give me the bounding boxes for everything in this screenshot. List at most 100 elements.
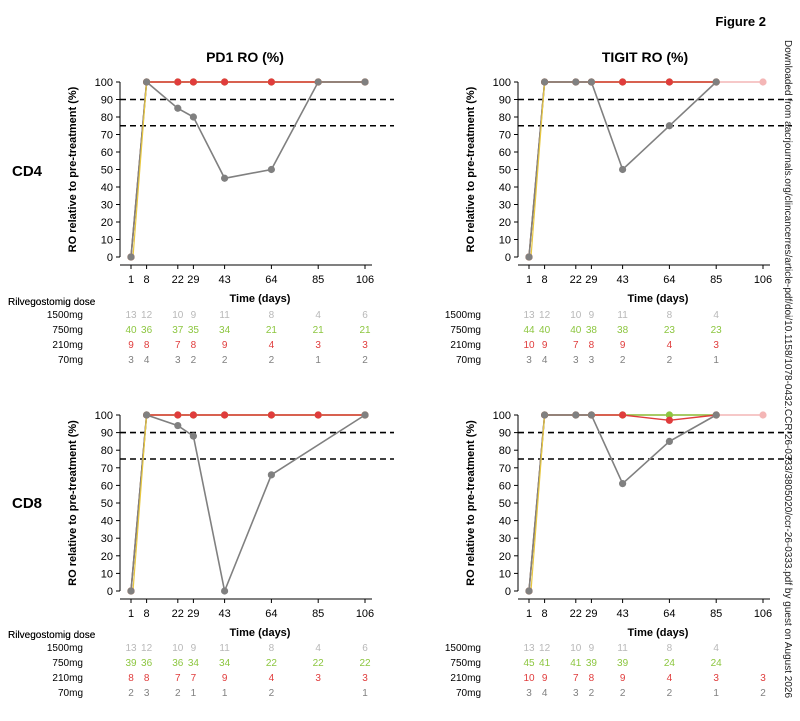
data-point-70mg (572, 78, 580, 86)
y-tick-label: 70 (101, 463, 113, 475)
data-point-210mg (314, 411, 322, 419)
count-750mg: 41 (570, 658, 582, 669)
data-point-70mg (143, 78, 151, 86)
data-point-210mg (619, 411, 627, 419)
data-point-70mg (221, 174, 229, 182)
count-1500mg: 10 (570, 310, 582, 321)
column-title-tigit: TIGIT RO (%) (602, 49, 688, 65)
y-tick-label: 10 (499, 568, 511, 580)
x-tick-label: 64 (265, 608, 277, 620)
data-point-70mg (541, 411, 549, 419)
x-tick-label: 85 (710, 608, 722, 620)
y-tick-label: 20 (499, 217, 511, 229)
data-point-70mg (174, 104, 182, 112)
dose-header: Rilvegostomig dose (8, 630, 96, 641)
count-1500mg: 12 (141, 643, 153, 654)
x-tick-label: 85 (710, 274, 722, 286)
count-750mg: 23 (711, 325, 723, 336)
y-tick-label: 80 (101, 112, 113, 124)
dose-label-1500mg: 1500mg (47, 643, 83, 654)
data-point-70mg (665, 437, 674, 445)
series-line-210mg (130, 81, 365, 258)
dose-label-750mg: 750mg (450, 658, 481, 669)
y-tick-label: 70 (499, 130, 511, 142)
count-750mg: 21 (359, 325, 371, 336)
count-210mg: 9 (222, 340, 228, 351)
series-line-1500mg (528, 414, 763, 592)
dose-label-210mg: 210mg (52, 673, 83, 684)
y-axis-title: RO relative to pre-treatment (%) (465, 86, 477, 252)
count-750mg: 35 (188, 325, 200, 336)
data-point-210mg (619, 78, 627, 86)
y-axis-title: RO relative to pre-treatment (%) (465, 420, 477, 586)
data-point-70mg (665, 122, 674, 130)
count-1500mg: 4 (713, 310, 719, 321)
x-tick-label: 43 (218, 608, 230, 620)
y-tick-label: 80 (499, 112, 511, 124)
y-tick-label: 40 (499, 182, 511, 194)
count-70mg: 1 (191, 688, 197, 699)
x-axis-title: Time (days) (628, 293, 689, 305)
y-tick-label: 90 (101, 428, 113, 440)
data-point-70mg (572, 411, 580, 419)
count-210mg: 9 (542, 673, 548, 684)
y-tick-label: 90 (499, 95, 511, 107)
count-210mg: 3 (713, 340, 719, 351)
count-210mg: 3 (315, 673, 321, 684)
series-line-750mg (528, 414, 717, 592)
x-tick-label: 85 (312, 274, 324, 286)
count-70mg: 4 (144, 355, 150, 366)
count-210mg: 8 (128, 673, 134, 684)
y-tick-label: 60 (499, 147, 511, 159)
count-750mg: 36 (141, 658, 153, 669)
x-tick-label: 43 (616, 274, 628, 286)
x-tick-label: 64 (265, 274, 277, 286)
count-750mg: 22 (266, 658, 278, 669)
data-point-1500mg (759, 411, 767, 419)
y-tick-label: 60 (101, 480, 113, 492)
count-1500mg: 11 (617, 643, 628, 654)
data-point-750mg (665, 411, 674, 419)
y-tick-label: 60 (499, 480, 511, 492)
data-point-70mg (587, 78, 596, 86)
count-750mg: 21 (313, 325, 325, 336)
count-1500mg: 11 (219, 643, 230, 654)
count-210mg: 9 (620, 340, 626, 351)
x-tick-label: 64 (663, 608, 675, 620)
y-tick-label: 30 (101, 200, 113, 212)
series-line-70mg (528, 414, 717, 592)
count-210mg: 7 (573, 673, 579, 684)
count-1500mg: 4 (315, 310, 321, 321)
x-tick-label: 85 (312, 608, 324, 620)
dose-header: Rilvegostomig dose (8, 297, 96, 308)
count-70mg: 2 (175, 688, 181, 699)
count-1500mg: 13 (125, 310, 137, 321)
column-title-pd1: PD1 RO (%) (206, 49, 284, 65)
count-70mg: 2 (620, 355, 626, 366)
dose-label-1500mg: 1500mg (445, 643, 481, 654)
x-tick-label: 1 (526, 608, 532, 620)
y-tick-label: 20 (499, 551, 511, 563)
count-1500mg: 13 (125, 643, 137, 654)
count-750mg: 39 (586, 658, 598, 669)
x-tick-label: 106 (356, 274, 374, 286)
x-tick-label: 1 (526, 274, 532, 286)
watermark-text: Downloaded from aacrjournals.org/clincan… (782, 40, 793, 699)
x-tick-label: 29 (187, 274, 199, 286)
count-750mg: 34 (188, 658, 200, 669)
count-70mg: 1 (362, 688, 368, 699)
count-70mg: 2 (667, 355, 673, 366)
x-tick-label: 106 (356, 608, 374, 620)
count-1500mg: 13 (523, 310, 535, 321)
data-point-210mg (174, 411, 182, 419)
dose-label-210mg: 210mg (52, 340, 83, 351)
y-tick-label: 100 (95, 77, 113, 89)
count-70mg: 3 (526, 688, 532, 699)
y-tick-label: 40 (101, 516, 113, 528)
x-tick-label: 106 (754, 608, 772, 620)
data-point-70mg (174, 421, 182, 430)
count-70mg: 3 (128, 355, 134, 366)
